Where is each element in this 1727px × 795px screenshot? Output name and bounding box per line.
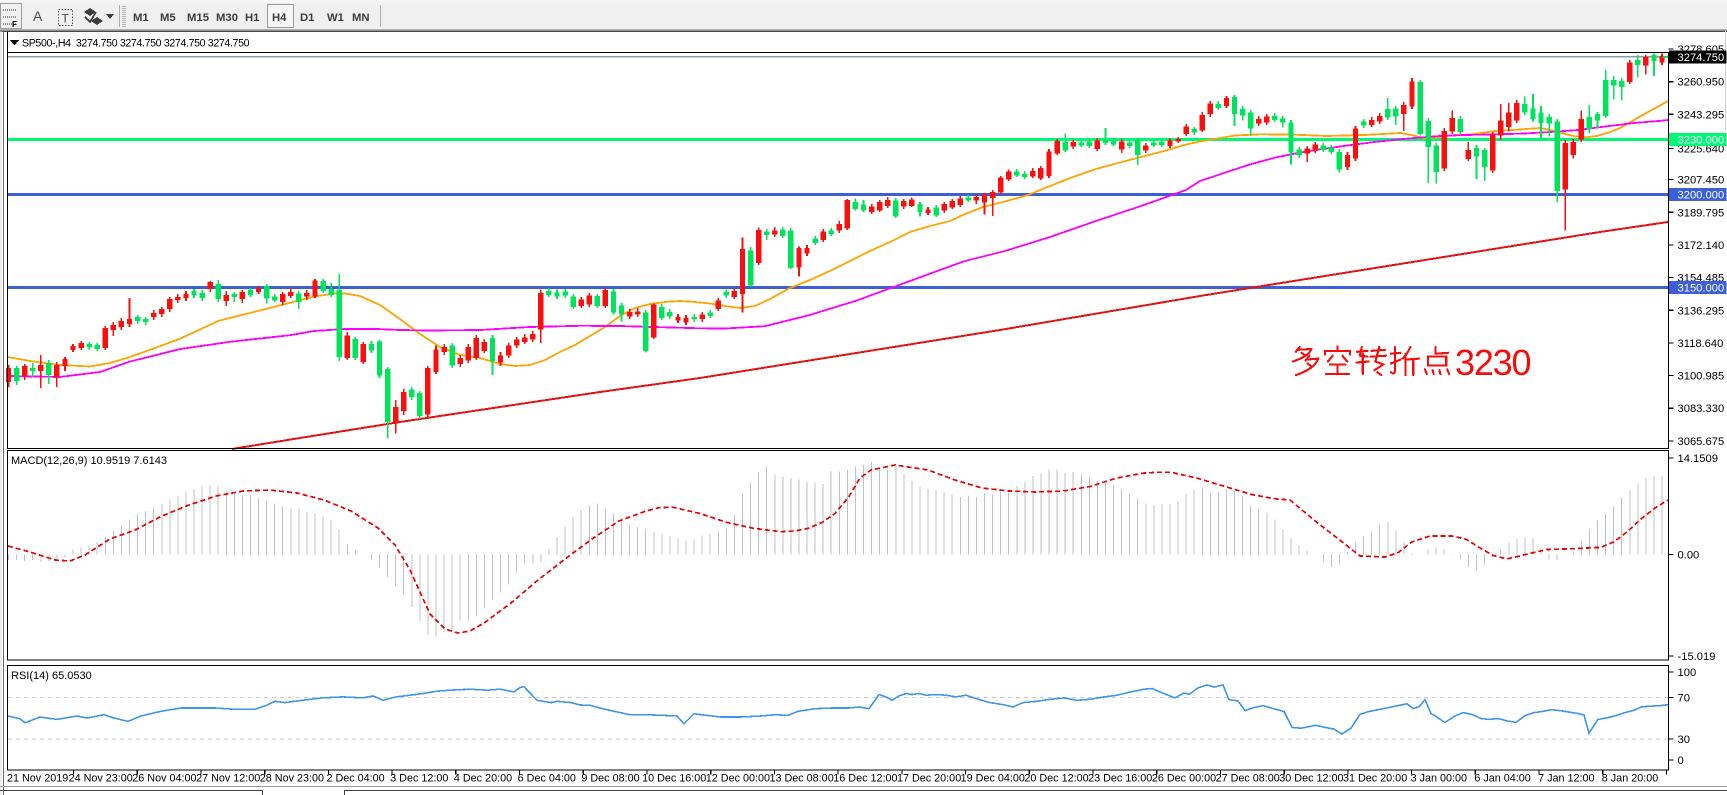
svg-text:2 Dec 04:00: 2 Dec 04:00 [326, 773, 384, 785]
svg-text:H4: H4 [272, 12, 287, 24]
svg-text:30: 30 [1678, 734, 1690, 746]
svg-text:M1: M1 [133, 12, 149, 24]
svg-text:3118.640: 3118.640 [1678, 338, 1724, 350]
svg-text:3100.985: 3100.985 [1678, 371, 1725, 383]
svg-text:8 Jan 20:00: 8 Jan 20:00 [1602, 773, 1658, 785]
svg-text:21 Nov 2019: 21 Nov 2019 [7, 773, 68, 785]
svg-text:3 Jan 00:00: 3 Jan 00:00 [1411, 773, 1467, 785]
svg-text:MACD(12,26,9) 10.9519 7.6143: MACD(12,26,9) 10.9519 7.6143 [11, 455, 167, 467]
svg-text:7 Jan 12:00: 7 Jan 12:00 [1538, 773, 1594, 785]
svg-text:10 Dec 16:00: 10 Dec 16:00 [642, 773, 706, 785]
svg-text:H1: H1 [245, 12, 259, 24]
svg-text:16 Dec 12:00: 16 Dec 12:00 [833, 773, 897, 785]
svg-text:MN: MN [352, 12, 370, 24]
svg-text:4 Dec 20:00: 4 Dec 20:00 [454, 773, 512, 785]
svg-text:3083.330: 3083.330 [1678, 403, 1725, 415]
svg-text:3136.295: 3136.295 [1678, 305, 1725, 317]
svg-text:3172.140: 3172.140 [1678, 240, 1725, 252]
svg-text:-15.019: -15.019 [1678, 651, 1716, 663]
svg-text:31 Dec 20:00: 31 Dec 20:00 [1343, 773, 1407, 785]
svg-text:17 Dec 20:00: 17 Dec 20:00 [897, 773, 961, 785]
svg-text:27 Nov 12:00: 27 Nov 12:00 [196, 773, 260, 785]
svg-text:20 Dec 12:00: 20 Dec 12:00 [1024, 773, 1088, 785]
svg-text:3 Dec 12:00: 3 Dec 12:00 [390, 773, 448, 785]
svg-text:M15: M15 [187, 12, 209, 24]
svg-text:3065.675: 3065.675 [1678, 436, 1725, 448]
svg-text:24 Nov 23:00: 24 Nov 23:00 [69, 773, 133, 785]
svg-text:23 Dec 16:00: 23 Dec 16:00 [1088, 773, 1152, 785]
svg-text:3260.950: 3260.950 [1678, 77, 1725, 89]
svg-text:70: 70 [1678, 693, 1690, 705]
svg-text:3200.000: 3200.000 [1678, 190, 1725, 202]
svg-text:SP500-,H4 3274.750 3274.750 3: SP500-,H4 3274.750 3274.750 3274.750 327… [22, 37, 250, 49]
svg-text:A: A [33, 8, 43, 24]
svg-text:26 Nov 04:00: 26 Nov 04:00 [132, 773, 196, 785]
svg-text:9 Dec 08:00: 9 Dec 08:00 [581, 773, 639, 785]
svg-text:3243.295: 3243.295 [1678, 109, 1725, 121]
svg-text:100: 100 [1678, 667, 1697, 679]
svg-text:3150.000: 3150.000 [1678, 283, 1725, 295]
svg-text:27 Dec 08:00: 27 Dec 08:00 [1216, 773, 1280, 785]
svg-text:W1: W1 [327, 12, 344, 24]
svg-text:3230: 3230 [1455, 342, 1530, 383]
svg-text:3225.640: 3225.640 [1678, 144, 1725, 156]
svg-text:30 Dec 12:00: 30 Dec 12:00 [1279, 773, 1343, 785]
svg-text:M30: M30 [216, 12, 238, 24]
svg-text:3189.795: 3189.795 [1678, 207, 1725, 219]
svg-text:F: F [12, 20, 17, 29]
svg-text:M5: M5 [160, 12, 176, 24]
svg-text:12 Dec 00:00: 12 Dec 00:00 [706, 773, 770, 785]
svg-text:D1: D1 [300, 12, 314, 24]
svg-text:RSI(14) 65.0530: RSI(14) 65.0530 [11, 670, 92, 682]
svg-text:3230.000: 3230.000 [1678, 135, 1725, 147]
svg-text:6 Jan 04:00: 6 Jan 04:00 [1474, 773, 1530, 785]
svg-text:28 Nov 23:00: 28 Nov 23:00 [260, 773, 324, 785]
svg-text:6 Dec 04:00: 6 Dec 04:00 [518, 773, 576, 785]
svg-text:14.1509: 14.1509 [1678, 453, 1718, 465]
svg-text:T: T [62, 12, 70, 26]
svg-text:3207.450: 3207.450 [1678, 175, 1725, 187]
svg-text:26 Dec 00:00: 26 Dec 00:00 [1152, 773, 1216, 785]
svg-text:3274.750: 3274.750 [1678, 52, 1725, 64]
svg-text:19 Dec 04:00: 19 Dec 04:00 [961, 773, 1025, 785]
svg-text:0.00: 0.00 [1678, 550, 1700, 562]
svg-text:13 Dec 08:00: 13 Dec 08:00 [769, 773, 833, 785]
svg-text:0: 0 [1678, 755, 1684, 767]
